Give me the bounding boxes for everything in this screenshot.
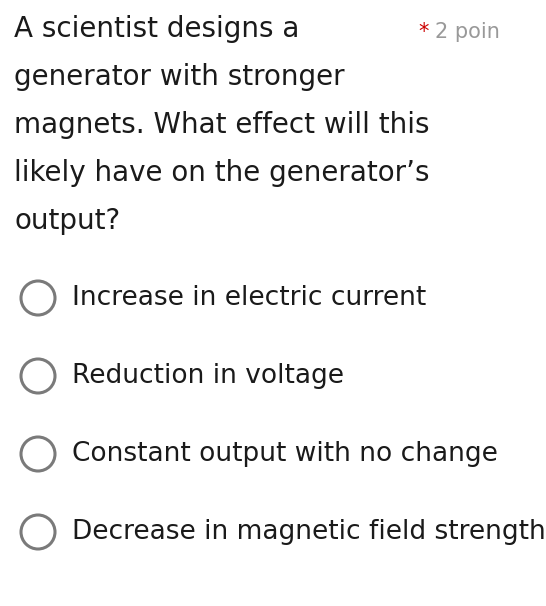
Text: Increase in electric current: Increase in electric current <box>72 285 426 311</box>
Text: output?: output? <box>14 207 120 235</box>
Text: Constant output with no change: Constant output with no change <box>72 441 498 467</box>
Text: Decrease in magnetic field strength: Decrease in magnetic field strength <box>72 519 546 545</box>
Text: magnets. What effect will this: magnets. What effect will this <box>14 111 430 139</box>
Text: A scientist designs a: A scientist designs a <box>14 15 299 43</box>
Text: likely have on the generator’s: likely have on the generator’s <box>14 159 430 187</box>
Circle shape <box>21 359 55 393</box>
Circle shape <box>21 515 55 549</box>
Text: generator with stronger: generator with stronger <box>14 63 345 91</box>
Text: *: * <box>418 22 429 42</box>
Text: Reduction in voltage: Reduction in voltage <box>72 363 344 389</box>
Circle shape <box>21 437 55 471</box>
Circle shape <box>21 281 55 315</box>
Text: 2 poin: 2 poin <box>435 22 500 42</box>
